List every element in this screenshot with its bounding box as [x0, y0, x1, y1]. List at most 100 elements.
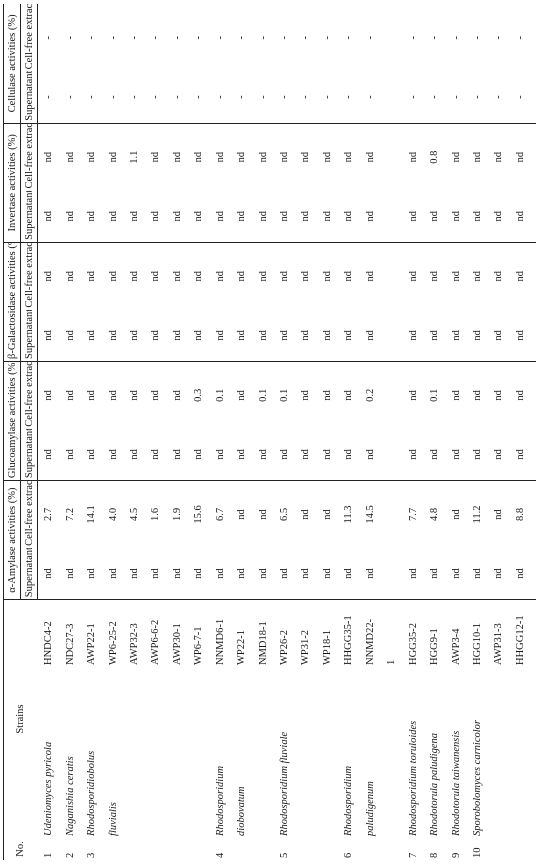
cell-free-extract-value-cell: nd	[107, 151, 119, 163]
table-row: 6 Rhodosporidium HHGG35-1 nd 11.3 nd nd nd nd nd n…	[338, 4, 360, 860]
supernatant-value-cell: nd	[252, 428, 274, 481]
table-row: AWP31-3 nd nd nd nd nd nd nd nd - -	[488, 4, 510, 860]
supernatant-value-cell: nd	[445, 428, 467, 481]
supernatant-value-cell: nd	[466, 428, 489, 481]
strain-cell: WP31-2	[300, 629, 312, 665]
row-number-cell: 6	[343, 852, 355, 858]
cell-free-extract-value-cell: nd	[514, 390, 526, 401]
cell-free-extract-header: Cell-free extract	[20, 480, 38, 548]
supernatant-value-cell: nd	[123, 547, 146, 600]
supernatant-value-cell: nd	[509, 547, 532, 600]
supernatant-value-cell: nd	[445, 190, 467, 243]
cell-free-extract-value-cell: 0.1	[279, 388, 291, 402]
strain-cell: HHGG12-1	[514, 615, 526, 665]
cell-free-extract-value-cell: nd	[150, 151, 162, 163]
strain-cell: WP22-1	[236, 629, 248, 665]
supernatant-value-cell: nd	[316, 547, 339, 600]
strain-cell: NNMD6-1	[214, 618, 226, 665]
supernatant-value-cell: -	[509, 71, 532, 124]
supernatant-value-cell: -	[80, 71, 103, 124]
supernatant-value-cell: nd	[295, 190, 317, 243]
cell-free-extract-value-cell: nd	[236, 390, 248, 401]
strain-cell: HGG9-1	[429, 628, 441, 665]
cell-free-extract-value-cell: 4.5	[128, 507, 140, 522]
species-cell	[145, 667, 166, 838]
row-number-cell	[124, 838, 145, 860]
supernatant-value-cell: nd	[102, 309, 124, 362]
species-cell	[188, 667, 209, 838]
strain-cell: WP6-25-2	[107, 621, 119, 665]
supernatant-value-cell: nd	[466, 547, 489, 600]
cell-free-extract-value-cell: nd	[43, 390, 55, 401]
supernatant-value-cell: nd	[102, 547, 124, 600]
species-cell: fluvialis	[107, 802, 119, 836]
row-number-cell	[167, 838, 188, 860]
supernatant-value-cell: nd	[188, 547, 210, 600]
cell-free-extract-value-cell: nd	[321, 390, 333, 401]
cell-free-extract-value-cell: nd	[321, 151, 333, 163]
cell-free-extract-value-cell: nd	[86, 390, 98, 401]
cell-free-extract-value-cell: nd	[493, 509, 505, 520]
supernatant-value-cell	[381, 547, 403, 600]
cell-free-extract-value-cell: 1.9	[171, 507, 183, 522]
table-row: WP31-2 nd nd nd nd nd nd nd nd - -	[295, 4, 317, 860]
supernatant-value-cell: nd	[531, 547, 536, 600]
table-header: No. Strains α-Amylase activities (%) Glu…	[3, 4, 38, 860]
cell-free-extract-value-cell	[381, 481, 402, 548]
supernatant-value-cell: nd	[145, 428, 167, 481]
cell-free-extract-value-cell: nd	[300, 271, 312, 282]
species-cell: Rhodosporidium	[214, 765, 226, 836]
cell-free-extract-value-cell: nd	[364, 271, 376, 282]
table-row: WP6-7-1 nd 15.6 nd 0.3 nd nd nd nd - -	[188, 4, 210, 860]
supernatant-header: Supernatant	[20, 309, 38, 362]
cell-free-extract-value-cell: nd	[257, 271, 269, 282]
supernatant-value-cell: -	[316, 71, 339, 124]
cell-free-extract-value-cell: nd	[193, 271, 205, 282]
supernatant-value-cell	[381, 190, 403, 243]
table-row: AWP32-3 nd 4.5 nd nd nd nd nd 1.1 - -	[123, 4, 146, 860]
supernatant-value-cell: nd	[188, 428, 210, 481]
cell-free-extract-value-cell: nd	[107, 271, 119, 282]
table-row: WP18-1 nd nd nd nd nd nd nd nd - -	[316, 4, 339, 860]
table-row: 7 Rhodosporidium toruloides HGG35-2 nd 7.7 nd…	[402, 4, 424, 860]
supernatant-value-cell: -	[59, 71, 81, 124]
cell-free-extract-value-cell	[381, 242, 402, 309]
strain-cell: NDC27-3	[64, 623, 76, 665]
cell-free-extract-value-cell: -	[193, 35, 205, 40]
cell-free-extract-value-cell: nd	[343, 390, 355, 401]
table-row: paludigenum NNMD22- nd 14.5 nd 0.2 nd nd nd nd - -	[359, 4, 381, 860]
beta-galactosidase-header: β-Galactosidase activities (%)	[3, 242, 21, 362]
table-row: 8 Rhodotorula paludigena HGG9-1 nd 4.8 nd 0.1 n…	[423, 4, 446, 860]
species-cell: Rhodosporidium fluviale	[279, 731, 291, 836]
supernatant-value-cell: nd	[295, 309, 317, 362]
supernatant-value-cell: nd	[338, 190, 360, 243]
species-cell: paludigenum	[364, 781, 376, 836]
supernatant-value-cell: nd	[531, 428, 536, 481]
supernatant-value-cell: nd	[102, 190, 124, 243]
cell-free-extract-value-cell: nd	[257, 151, 269, 163]
cell-free-extract-value-cell: nd	[128, 390, 140, 401]
supernatant-value-cell: nd	[209, 309, 231, 362]
species-cell	[295, 667, 316, 838]
cell-free-extract-value-cell: nd	[43, 271, 55, 282]
supernatant-value-cell: nd	[445, 309, 467, 362]
cell-free-extract-value-cell: -	[321, 35, 333, 40]
supernatant-value-cell: nd	[37, 309, 60, 362]
supernatant-value-cell: nd	[509, 309, 532, 362]
supernatant-header: Supernatant	[20, 428, 38, 481]
species-cell: Rhodotorula taiwanensis	[450, 730, 462, 836]
supernatant-value-cell: nd	[209, 428, 231, 481]
supernatant-value-cell	[381, 428, 403, 481]
strains-header: Strains	[3, 599, 38, 838]
cell-free-extract-value-cell: 0.1	[214, 388, 226, 402]
supernatant-value-cell: nd	[209, 547, 231, 600]
table-row: 1	[381, 4, 403, 860]
supernatant-value-cell: -	[102, 71, 124, 124]
cell-free-extract-value-cell: nd	[150, 271, 162, 282]
supernatant-value-cell: nd	[188, 190, 210, 243]
cell-free-extract-value-cell: nd	[493, 390, 505, 401]
strain-cell: AWP32-3	[128, 623, 140, 665]
cell-free-extract-value-cell: -	[471, 35, 483, 40]
supernatant-value-cell: nd	[531, 190, 536, 243]
row-number-cell	[360, 838, 381, 860]
